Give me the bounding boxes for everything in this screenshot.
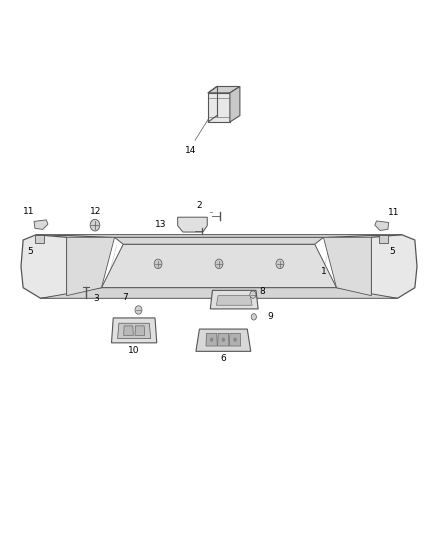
Circle shape	[135, 306, 142, 314]
Text: 5: 5	[389, 247, 395, 256]
Polygon shape	[124, 326, 133, 335]
Text: 5: 5	[28, 247, 33, 256]
Text: 12: 12	[90, 207, 102, 216]
Circle shape	[90, 219, 100, 231]
Polygon shape	[230, 333, 241, 346]
Polygon shape	[216, 296, 252, 305]
Polygon shape	[230, 86, 240, 122]
Text: 14: 14	[185, 146, 196, 155]
Polygon shape	[115, 237, 323, 244]
Polygon shape	[323, 237, 371, 296]
Polygon shape	[206, 333, 217, 346]
Circle shape	[276, 259, 284, 269]
Polygon shape	[117, 323, 151, 338]
Polygon shape	[21, 235, 67, 298]
Polygon shape	[135, 326, 145, 335]
Polygon shape	[379, 235, 388, 243]
Text: 3: 3	[93, 294, 99, 303]
Text: 8: 8	[260, 287, 265, 296]
Text: 11: 11	[23, 207, 35, 216]
Circle shape	[154, 259, 162, 269]
Text: 2: 2	[197, 201, 202, 210]
Circle shape	[215, 259, 223, 269]
Polygon shape	[375, 221, 389, 230]
Text: 1: 1	[321, 268, 326, 276]
Polygon shape	[196, 329, 251, 351]
Polygon shape	[41, 288, 397, 298]
Text: 7: 7	[123, 293, 128, 302]
Polygon shape	[371, 235, 417, 298]
Polygon shape	[112, 318, 157, 343]
Polygon shape	[35, 235, 44, 243]
Text: 10: 10	[128, 346, 140, 355]
Polygon shape	[67, 237, 115, 296]
Polygon shape	[178, 217, 207, 232]
Polygon shape	[210, 290, 258, 309]
Polygon shape	[208, 93, 230, 122]
Polygon shape	[102, 244, 336, 288]
Text: 13: 13	[155, 220, 167, 229]
Text: 9: 9	[267, 312, 273, 321]
Text: 11: 11	[388, 208, 400, 217]
Circle shape	[222, 337, 225, 342]
Polygon shape	[218, 333, 229, 346]
Circle shape	[251, 314, 256, 320]
Circle shape	[250, 291, 256, 298]
Circle shape	[233, 337, 237, 342]
Polygon shape	[208, 86, 240, 93]
Text: 6: 6	[220, 354, 226, 364]
Text: 4: 4	[181, 221, 187, 230]
Circle shape	[210, 337, 213, 342]
Polygon shape	[34, 220, 48, 229]
Polygon shape	[36, 235, 402, 237]
